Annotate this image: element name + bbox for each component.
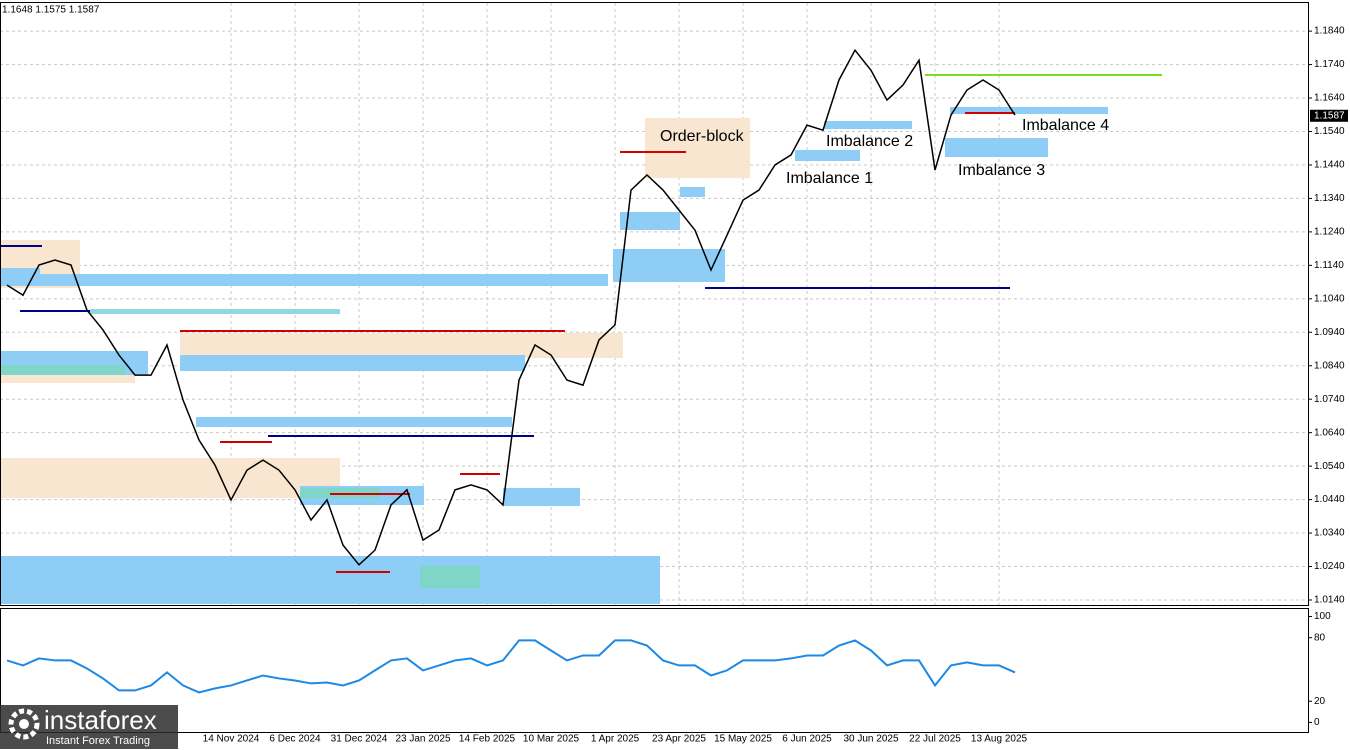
indicator-panel-border xyxy=(0,608,1309,733)
annotation: Imbalance 3 xyxy=(958,162,1045,179)
x-tick-label: 14 Feb 2025 xyxy=(459,734,516,745)
current-price-box xyxy=(1310,109,1348,122)
y-tick-label: 80 xyxy=(1314,632,1326,643)
y-tick-label: 1.0840 xyxy=(1314,360,1345,371)
y-tick-label: 1.1640 xyxy=(1314,93,1345,104)
zone xyxy=(0,268,40,276)
x-tick-label: 30 Jun 2025 xyxy=(843,734,898,745)
series xyxy=(6,48,1016,694)
y-tick-label: 1.0240 xyxy=(1314,561,1345,572)
zone xyxy=(613,249,725,282)
zone xyxy=(90,309,340,314)
y-tick-label: 1.0940 xyxy=(1314,327,1345,338)
annotation: Imbalance 4 xyxy=(1022,117,1109,134)
y-tick-label: 1.1240 xyxy=(1314,227,1345,238)
x-tick-label: 6 Jun 2025 xyxy=(782,734,832,745)
x-tick-label: 14 Nov 2024 xyxy=(203,734,260,745)
zone xyxy=(824,121,912,129)
zone xyxy=(180,355,525,371)
main-panel-border xyxy=(0,2,1309,606)
x-tick-label: 6 Dec 2024 xyxy=(269,734,321,745)
y-tick-label: 20 xyxy=(1314,696,1326,707)
watermark-logo xyxy=(19,719,29,729)
y-tick-label: 1.1840 xyxy=(1314,26,1345,37)
y-tick-label: 1.1540 xyxy=(1314,126,1345,137)
x-tick-label: 23 Apr 2025 xyxy=(652,734,706,745)
annotation: Imbalance 1 xyxy=(786,170,873,187)
watermark: instaforex Instant Forex Trading xyxy=(0,705,178,749)
zone xyxy=(645,118,750,178)
x-tick-label: 31 Dec 2024 xyxy=(331,734,388,745)
watermark-tagline: Instant Forex Trading xyxy=(46,735,150,747)
y-tick-label: 1.0440 xyxy=(1314,494,1345,505)
y-tick-label: 1.0640 xyxy=(1314,427,1345,438)
y-tick-label: 100 xyxy=(1314,611,1331,622)
x-tick-label: 15 May 2025 xyxy=(714,734,772,745)
series-line xyxy=(6,639,1016,694)
zone xyxy=(0,458,340,498)
y-tick-label: 1.0140 xyxy=(1314,595,1345,606)
zone xyxy=(795,150,860,161)
zones xyxy=(0,107,1108,604)
zone xyxy=(945,138,1048,157)
y-tick-label: 0 xyxy=(1314,717,1320,728)
current-price-label: 1.1587 xyxy=(1314,110,1345,121)
watermark-brand: instaforex xyxy=(44,705,157,735)
y-tick-label: 1.1440 xyxy=(1314,160,1345,171)
zone xyxy=(620,212,680,230)
zone xyxy=(0,365,125,375)
zone xyxy=(196,417,512,427)
x-tick-label: 22 Jul 2025 xyxy=(909,734,961,745)
y-tick-label: 1.1040 xyxy=(1314,293,1345,304)
zone xyxy=(680,187,705,197)
zone xyxy=(503,488,580,506)
y-tick-label: 1.0340 xyxy=(1314,528,1345,539)
annotation: Imbalance 2 xyxy=(826,133,913,150)
y-tick-label: 1.1740 xyxy=(1314,59,1345,70)
annotation: Order-block xyxy=(660,128,745,145)
x-tick-label: 13 Aug 2025 xyxy=(971,734,1028,745)
zone xyxy=(420,566,480,588)
zone xyxy=(0,556,660,604)
y-tick-label: 1.0540 xyxy=(1314,461,1345,472)
series-line xyxy=(6,48,1016,566)
x-tick-label: 23 Jan 2025 xyxy=(395,734,450,745)
watermark-logo xyxy=(8,708,40,740)
zone xyxy=(0,274,608,286)
ohlc-header: 1.1648 1.1575 1.1587 xyxy=(2,5,100,16)
levels xyxy=(0,74,1162,573)
x-tick-label: 10 Mar 2025 xyxy=(523,734,580,745)
zone xyxy=(180,333,623,358)
y-tick-label: 1.0740 xyxy=(1314,394,1345,405)
y-tick-label: 1.1140 xyxy=(1314,260,1344,271)
zone xyxy=(950,107,1108,114)
y-tick-label: 1.1340 xyxy=(1314,193,1345,204)
x-tick-label: 1 Apr 2025 xyxy=(591,734,640,745)
